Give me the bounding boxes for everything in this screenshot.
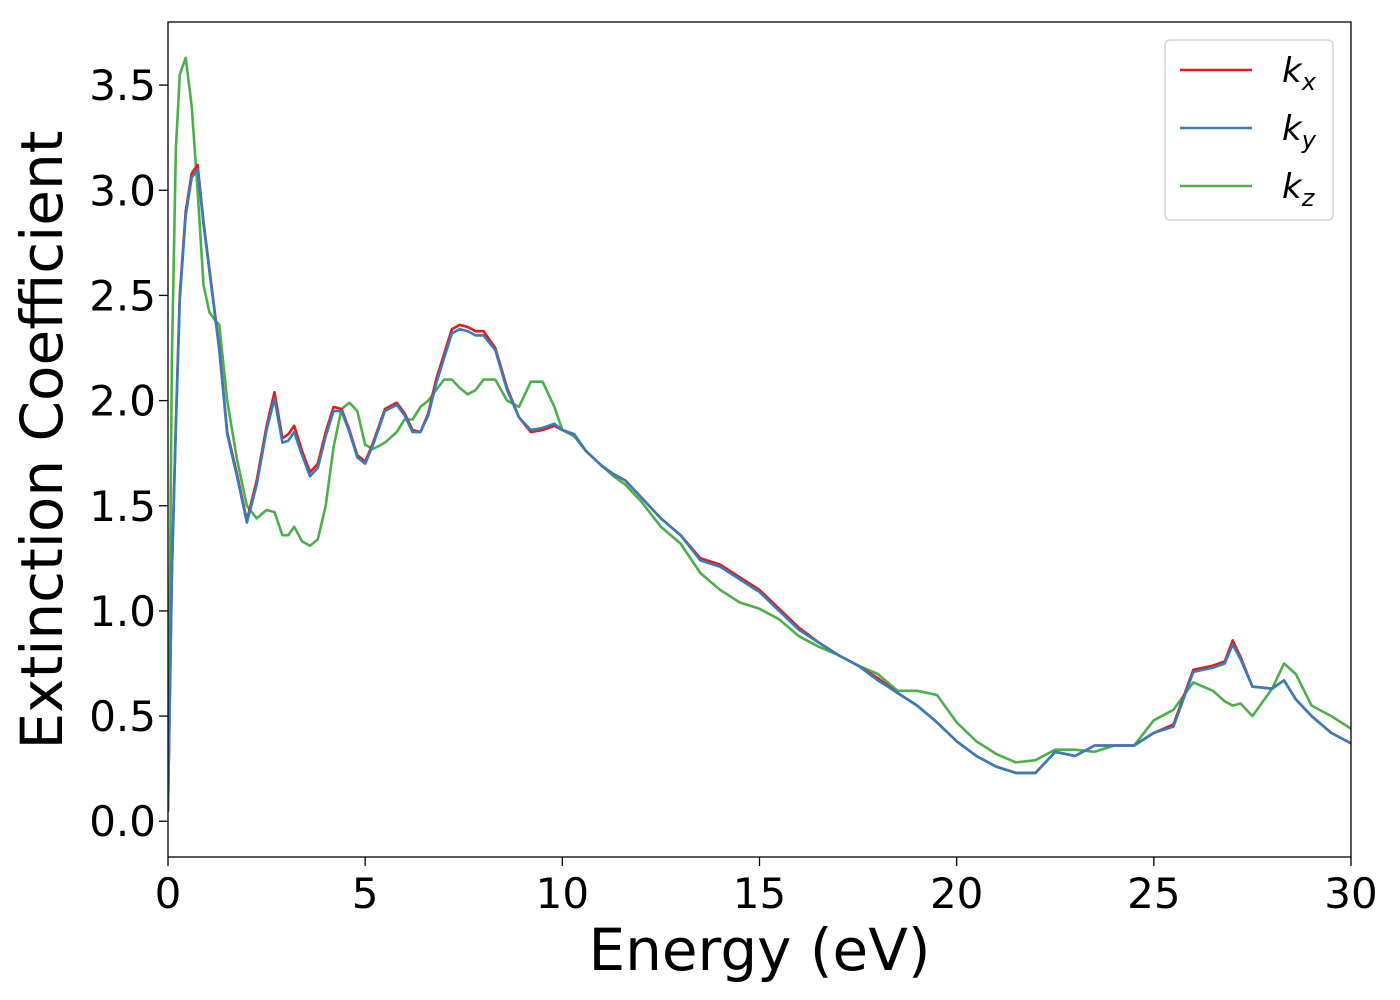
- y-axis: 0.0 0.5 1.0 1.5 2.0 2.5 3.0 3.5: [89, 61, 168, 846]
- x-axis-label: Energy (eV): [588, 916, 930, 984]
- x-tick-label: 25: [1127, 869, 1180, 918]
- y-axis-label: Extinction Coefficient: [8, 131, 76, 750]
- y-tick-label: 2.0: [89, 377, 156, 426]
- y-tick-label: 1.0: [89, 587, 156, 636]
- series-layer: [168, 56, 1351, 812]
- x-tick-label: 15: [733, 869, 786, 918]
- y-tick-label: 1.5: [89, 482, 156, 531]
- legend-label-kx: kx: [1282, 51, 1317, 96]
- x-axis: 0 5 10 15 20 25 30: [155, 857, 1378, 918]
- x-tick-label: 0: [155, 869, 182, 918]
- x-tick-label: 10: [536, 869, 589, 918]
- x-tick-label: 20: [930, 869, 983, 918]
- x-tick-label: 30: [1324, 869, 1377, 918]
- legend-box: [1164, 39, 1334, 221]
- y-tick-label: 0.5: [89, 692, 156, 741]
- y-tick-label: 3.5: [89, 61, 156, 110]
- legend-label-ky: ky: [1282, 109, 1317, 154]
- series-line-kx: [168, 163, 1351, 812]
- series-line-kz: [168, 56, 1351, 812]
- legend: kx ky kz: [1164, 39, 1334, 221]
- y-tick-label: 3.0: [89, 166, 156, 215]
- x-tick-label: 5: [352, 869, 379, 918]
- legend-label-kz: kz: [1282, 167, 1316, 212]
- y-tick-label: 2.5: [89, 271, 156, 320]
- series-line-ky: [168, 167, 1351, 812]
- y-tick-label: 0.0: [89, 797, 156, 846]
